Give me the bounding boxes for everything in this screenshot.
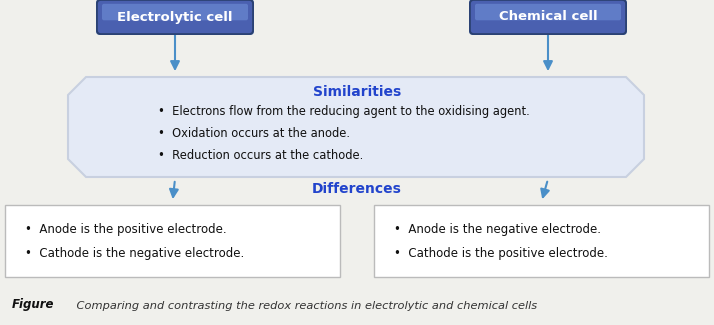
Text: Similarities: Similarities	[313, 85, 401, 99]
FancyBboxPatch shape	[475, 4, 621, 20]
FancyBboxPatch shape	[469, 0, 627, 35]
Text: •  Anode is the positive electrode.: • Anode is the positive electrode.	[25, 223, 226, 236]
Polygon shape	[68, 77, 644, 177]
Text: •  Electrons flow from the reducing agent to the oxidising agent.: • Electrons flow from the reducing agent…	[158, 105, 530, 118]
FancyBboxPatch shape	[470, 0, 626, 34]
FancyBboxPatch shape	[374, 205, 709, 277]
Text: •  Cathode is the negative electrode.: • Cathode is the negative electrode.	[25, 247, 244, 260]
Text: •  Cathode is the positive electrode.: • Cathode is the positive electrode.	[394, 247, 608, 260]
FancyBboxPatch shape	[96, 0, 254, 35]
Text: Electrolytic cell: Electrolytic cell	[117, 10, 233, 23]
Text: Figure: Figure	[12, 298, 54, 311]
Text: •  Anode is the negative electrode.: • Anode is the negative electrode.	[394, 223, 601, 236]
Text: •  Reduction occurs at the cathode.: • Reduction occurs at the cathode.	[158, 149, 363, 162]
FancyBboxPatch shape	[102, 4, 248, 20]
FancyBboxPatch shape	[97, 0, 253, 34]
Text: •  Oxidation occurs at the anode.: • Oxidation occurs at the anode.	[158, 127, 350, 140]
FancyBboxPatch shape	[5, 205, 340, 277]
Text: Chemical cell: Chemical cell	[498, 10, 598, 23]
Text: Comparing and contrasting the redox reactions in electrolytic and chemical cells: Comparing and contrasting the redox reac…	[62, 301, 537, 311]
Text: Differences: Differences	[312, 182, 402, 196]
